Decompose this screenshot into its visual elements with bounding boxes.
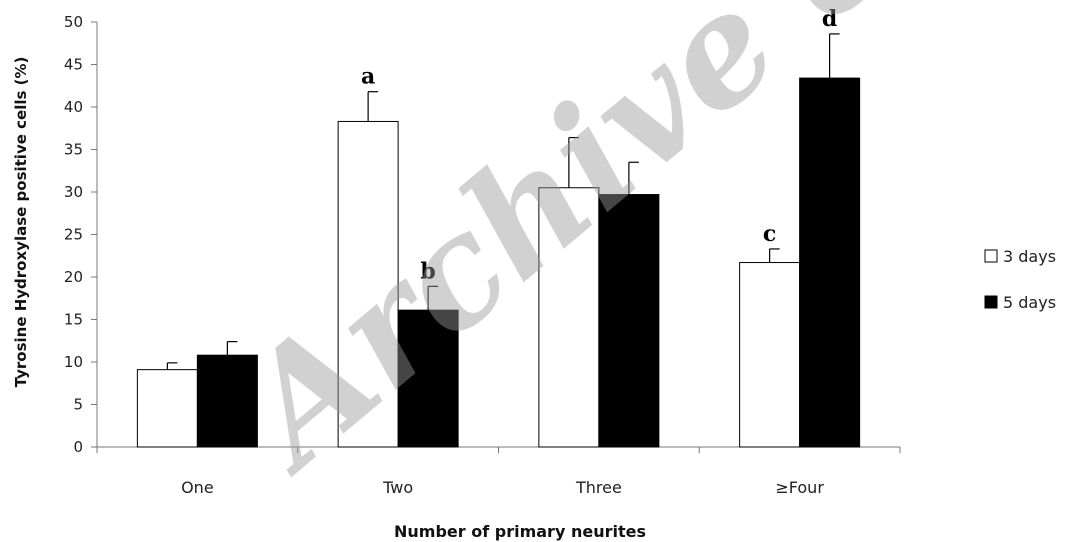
bar bbox=[739, 262, 801, 448]
legend-label: 5 days bbox=[1003, 293, 1056, 312]
y-tick-label: 0 bbox=[73, 438, 83, 456]
y-tick-label: 50 bbox=[64, 13, 83, 31]
x-tick-label: Three bbox=[575, 478, 622, 497]
y-tick-label: 45 bbox=[64, 56, 83, 74]
plot-area: 0 5 10 15 20 25 30 35 40 45 50 One Two Three ≥Four a b c d bbox=[64, 6, 901, 497]
y-tick-label: 15 bbox=[64, 311, 83, 329]
x-tick-label: ≥Four bbox=[775, 478, 824, 497]
legend-swatch bbox=[984, 249, 998, 263]
y-axis-title: Tyrosine Hydroxylase positive cells (%) bbox=[12, 57, 30, 388]
significance-letter: d bbox=[822, 6, 837, 32]
legend-swatch bbox=[984, 295, 998, 309]
y-tick-label: 10 bbox=[64, 353, 83, 371]
x-tick-label: One bbox=[181, 478, 214, 497]
bar bbox=[598, 194, 660, 448]
bar bbox=[538, 187, 600, 448]
bar bbox=[799, 77, 861, 448]
significance-letter: a bbox=[361, 64, 375, 90]
bar bbox=[337, 120, 399, 448]
bar bbox=[397, 309, 459, 448]
x-axis-title: Number of primary neurites bbox=[394, 522, 646, 541]
bar bbox=[136, 369, 198, 448]
significance-letter: b bbox=[420, 258, 435, 284]
y-tick-label: 40 bbox=[64, 98, 83, 116]
y-tick-label: 5 bbox=[73, 396, 83, 414]
y-tick-label: 20 bbox=[64, 268, 83, 286]
y-tick-label: 35 bbox=[64, 141, 83, 159]
significance-letter: c bbox=[763, 221, 776, 247]
legend-label: 3 days bbox=[1003, 247, 1056, 266]
y-tick-label: 25 bbox=[64, 226, 83, 244]
y-tick-label: 30 bbox=[64, 183, 83, 201]
x-tick-label: Two bbox=[382, 478, 413, 497]
legend: 3 days 5 days bbox=[984, 247, 1056, 312]
